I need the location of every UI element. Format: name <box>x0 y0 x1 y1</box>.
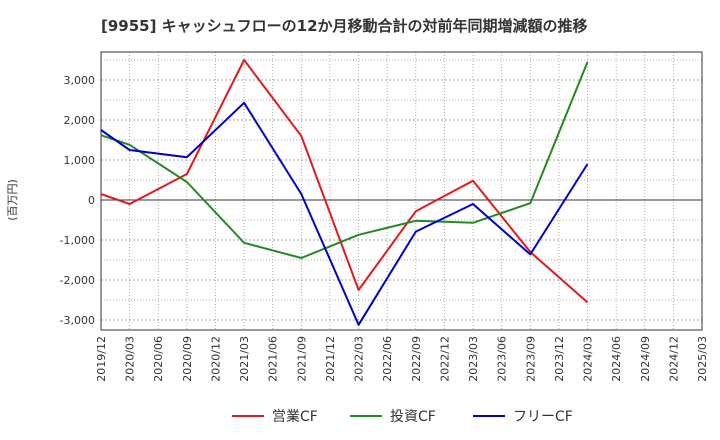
x-tick-label: 2022/06 <box>381 336 394 382</box>
legend-label-1: 営業CF <box>272 409 318 425</box>
x-tick-label: 2021/12 <box>324 336 337 382</box>
y-tick-label: 0 <box>88 194 95 207</box>
y-tick-label: -2,000 <box>60 274 95 287</box>
y-tick-label: 1,000 <box>64 154 96 167</box>
x-tick-label: 2021/03 <box>238 336 251 382</box>
x-tick-label: 2020/12 <box>209 336 222 382</box>
x-tick-label: 2019/12 <box>95 336 108 382</box>
legend-label-3: フリーCF <box>513 409 573 425</box>
y-tick-label: -1,000 <box>60 234 95 247</box>
plot-frame <box>100 51 703 331</box>
series-line-1 <box>100 59 589 304</box>
y-tick-label: -3,000 <box>60 314 95 327</box>
chart-title: [9955] キャッシュフローの12か月移動合計の対前年同期増減額の推移 <box>101 17 588 35</box>
x-tick-label: 2021/06 <box>267 336 280 382</box>
x-tick-label: 2023/09 <box>524 336 537 382</box>
series-line-3 <box>100 101 589 326</box>
legend: 営業CF 投資CF フリーCF <box>232 409 573 425</box>
x-tick-label: 2020/03 <box>124 336 137 382</box>
y-axis-label: (百万円) <box>6 179 19 221</box>
x-tick-label: 2021/09 <box>295 336 308 382</box>
x-tick-label: 2023/03 <box>467 336 480 382</box>
x-tick-label: 2024/06 <box>610 336 623 382</box>
x-tick-label: 2022/03 <box>353 336 366 382</box>
x-tick-label: 2023/12 <box>553 336 566 382</box>
series-line-2 <box>100 61 589 259</box>
x-tick-label: 2024/12 <box>667 336 680 382</box>
plot-area: -3,000 -2,000 -1,000 0 1,000 2,000 3,000 2019/1… <box>60 51 709 382</box>
x-tick-label: 2025/03 <box>696 336 709 382</box>
x-tick-label: 2020/06 <box>152 336 165 382</box>
x-tick-label: 2022/09 <box>410 336 423 382</box>
x-tick-label: 2024/03 <box>582 336 595 382</box>
x-tick-label: 2022/12 <box>438 336 451 382</box>
x-tick-label: 2020/09 <box>181 336 194 382</box>
x-tick-label: 2023/06 <box>496 336 509 382</box>
legend-label-2: 投資CF <box>390 409 436 425</box>
y-tick-label: 2,000 <box>64 114 96 127</box>
y-tick-label: 3,000 <box>64 74 96 87</box>
x-tick-label: 2024/09 <box>639 336 652 382</box>
